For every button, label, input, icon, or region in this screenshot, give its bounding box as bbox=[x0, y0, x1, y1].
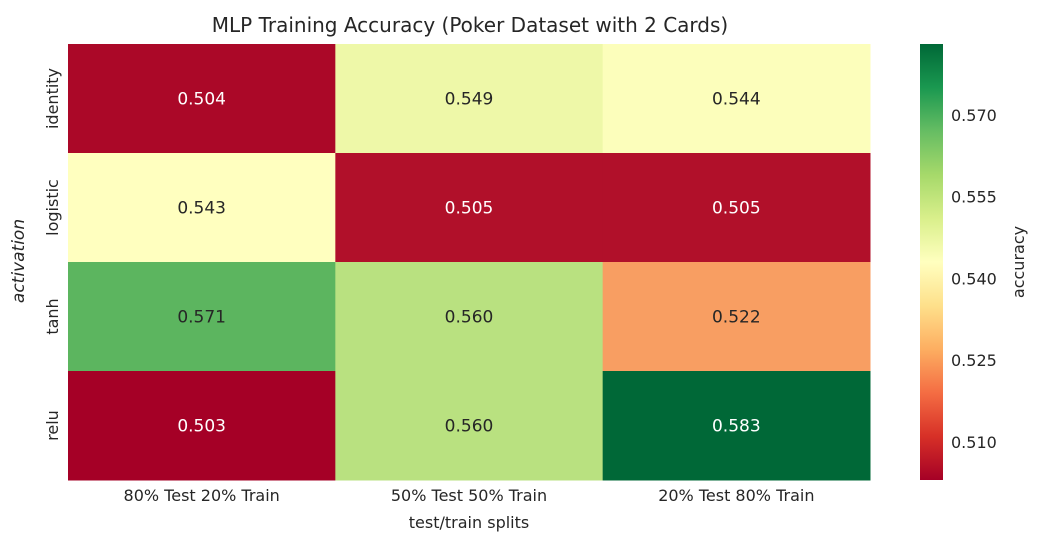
heatmap-cell bbox=[68, 44, 336, 154]
colorbar-tick-label: 0.525 bbox=[951, 351, 997, 370]
chart-title: MLP Training Accuracy (Poker Dataset wit… bbox=[212, 13, 728, 37]
y-tick-labels: identity logistic tanh relu bbox=[43, 68, 62, 441]
cell-value-label: 0.505 bbox=[445, 199, 494, 219]
cell-value-label: 0.560 bbox=[445, 417, 494, 437]
cell-value-label: 0.543 bbox=[177, 199, 226, 219]
colorbar bbox=[920, 44, 943, 480]
cell-value-label: 0.583 bbox=[712, 417, 761, 437]
heatmap-cell bbox=[602, 262, 871, 372]
heatmap-cell bbox=[602, 371, 871, 481]
heatmap-cell bbox=[335, 44, 604, 154]
x-tick-labels: 80% Test 20% Train 50% Test 50% Train 20% … bbox=[124, 486, 815, 505]
heatmap-cell-labels: 0.504 0.549 0.544 0.543 0.505 0.505 0.571 0.560… bbox=[177, 90, 760, 437]
heatmap-cells bbox=[68, 44, 871, 481]
colorbar-tick-label: 0.540 bbox=[951, 269, 997, 288]
y-axis-label: activation bbox=[9, 219, 29, 303]
heatmap-cell bbox=[68, 371, 336, 481]
cell-value-label: 0.503 bbox=[177, 417, 226, 437]
heatmap-cell bbox=[602, 153, 871, 263]
heatmap-cell bbox=[68, 262, 336, 372]
y-tick-label: identity bbox=[43, 68, 62, 129]
cell-value-label: 0.560 bbox=[445, 308, 494, 328]
heatmap-cell bbox=[335, 371, 604, 481]
colorbar-label: accuracy bbox=[1009, 226, 1028, 298]
cell-value-label: 0.522 bbox=[712, 308, 761, 328]
colorbar-ticks: 0.510 0.525 0.540 0.555 0.570 bbox=[951, 106, 997, 452]
y-tick-label: relu bbox=[43, 410, 62, 441]
x-axis-label: test/train splits bbox=[409, 513, 529, 532]
colorbar-tick-label: 0.555 bbox=[951, 188, 997, 207]
heatmap-cell bbox=[335, 262, 604, 372]
colorbar-tick-label: 0.570 bbox=[951, 106, 997, 125]
cell-value-label: 0.504 bbox=[177, 90, 226, 110]
x-tick-label: 20% Test 80% Train bbox=[658, 486, 814, 505]
cell-value-label: 0.544 bbox=[712, 90, 761, 110]
heatmap-cell bbox=[602, 44, 871, 154]
cell-value-label: 0.505 bbox=[712, 199, 761, 219]
heatmap-cell bbox=[335, 153, 604, 263]
cell-value-label: 0.571 bbox=[177, 308, 226, 328]
x-tick-label: 80% Test 20% Train bbox=[124, 486, 280, 505]
colorbar-tick-label: 0.510 bbox=[951, 433, 997, 452]
y-tick-label: logistic bbox=[43, 179, 62, 236]
heatmap-cell bbox=[68, 153, 336, 263]
y-tick-label: tanh bbox=[43, 298, 62, 334]
cell-value-label: 0.549 bbox=[445, 90, 494, 110]
x-tick-label: 50% Test 50% Train bbox=[391, 486, 547, 505]
